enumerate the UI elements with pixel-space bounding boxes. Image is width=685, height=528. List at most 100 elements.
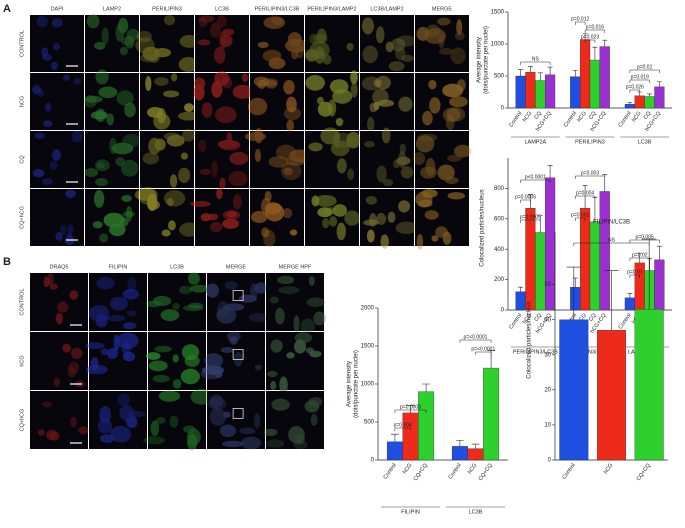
error-bar	[582, 185, 588, 209]
cell	[62, 343, 71, 353]
y-axis-label: Colocalized particles/nucleus	[527, 301, 533, 378]
cell	[198, 139, 207, 152]
micrograph	[250, 15, 304, 72]
y-tick-label: 500	[494, 74, 505, 80]
cell	[96, 276, 115, 290]
cell	[113, 334, 120, 351]
cells	[84, 133, 140, 187]
y-tick-label: 500	[364, 420, 375, 426]
annotation: p=0.019	[631, 74, 649, 80]
cell	[211, 160, 218, 178]
cell	[286, 119, 295, 132]
cell	[261, 227, 270, 238]
cell	[111, 142, 134, 155]
cells	[207, 394, 262, 450]
cell	[283, 167, 293, 176]
cell	[152, 374, 170, 383]
cell	[396, 156, 411, 166]
cell	[32, 168, 45, 178]
micrograph	[415, 189, 469, 246]
group-label: PERILIPIN3/LC3B	[513, 349, 558, 355]
group-label: LAMP2A	[524, 139, 546, 145]
cell	[154, 138, 166, 151]
cell	[277, 275, 295, 285]
micrograph	[85, 15, 139, 72]
error-bar	[627, 101, 633, 105]
significance-bracket	[629, 274, 640, 278]
bar	[467, 448, 484, 461]
error-bar	[547, 66, 553, 75]
micrograph	[30, 131, 84, 188]
cell	[314, 46, 326, 64]
cell	[209, 394, 224, 408]
cell	[182, 129, 195, 142]
cell	[99, 405, 112, 424]
cell	[180, 368, 200, 385]
cell	[116, 90, 134, 106]
bar	[570, 287, 581, 311]
error-bar	[537, 215, 543, 233]
cell	[361, 17, 375, 35]
cell	[120, 217, 129, 227]
cell	[121, 36, 135, 46]
cell	[222, 218, 239, 229]
column-header: PERILIPIN3	[152, 6, 182, 12]
cell	[41, 47, 49, 57]
cell	[122, 133, 140, 148]
micrograph	[266, 391, 324, 449]
cell	[362, 45, 378, 64]
inset-box	[232, 290, 244, 301]
micrograph	[360, 73, 414, 130]
cell	[37, 89, 45, 98]
cell	[71, 130, 83, 143]
cell	[438, 34, 445, 49]
cell	[47, 273, 54, 286]
cell	[268, 57, 286, 70]
bar	[654, 86, 665, 109]
cell	[257, 79, 266, 89]
bar	[634, 309, 664, 461]
y-tick-label: 20	[544, 387, 551, 393]
cell	[417, 133, 438, 142]
cell	[413, 152, 426, 165]
cells	[142, 129, 195, 188]
cell	[154, 345, 172, 353]
significance-bracket	[629, 89, 640, 93]
cells	[263, 397, 323, 449]
cell	[214, 46, 226, 64]
column-header: FILIPIN	[109, 264, 128, 270]
cell	[330, 140, 350, 157]
cell	[293, 315, 300, 333]
cell	[239, 427, 256, 435]
cell	[454, 31, 465, 41]
cells	[416, 17, 466, 65]
significance-bracket	[573, 242, 650, 246]
y-tick-label: 0	[371, 458, 375, 464]
cell	[92, 221, 103, 229]
cell	[399, 143, 406, 154]
cell	[93, 189, 105, 208]
cell	[346, 131, 361, 149]
bar	[535, 232, 546, 311]
cell	[266, 439, 285, 448]
cell	[190, 200, 211, 207]
micrograph	[415, 131, 469, 188]
cell	[311, 195, 320, 207]
annotation: p=0.0005	[520, 214, 541, 220]
cell	[145, 76, 152, 92]
error-bar	[656, 245, 662, 260]
cell	[67, 367, 76, 378]
cell	[49, 283, 59, 290]
cell	[398, 96, 413, 112]
x-tick-label: CQ	[533, 312, 543, 323]
cell	[254, 364, 262, 371]
cell	[401, 54, 414, 62]
micrograph	[89, 332, 147, 390]
cell	[120, 159, 139, 177]
micrograph	[195, 131, 249, 188]
cell	[178, 56, 199, 72]
cell	[94, 178, 109, 187]
cell	[372, 88, 389, 106]
cell	[376, 165, 387, 183]
cells	[270, 275, 326, 334]
